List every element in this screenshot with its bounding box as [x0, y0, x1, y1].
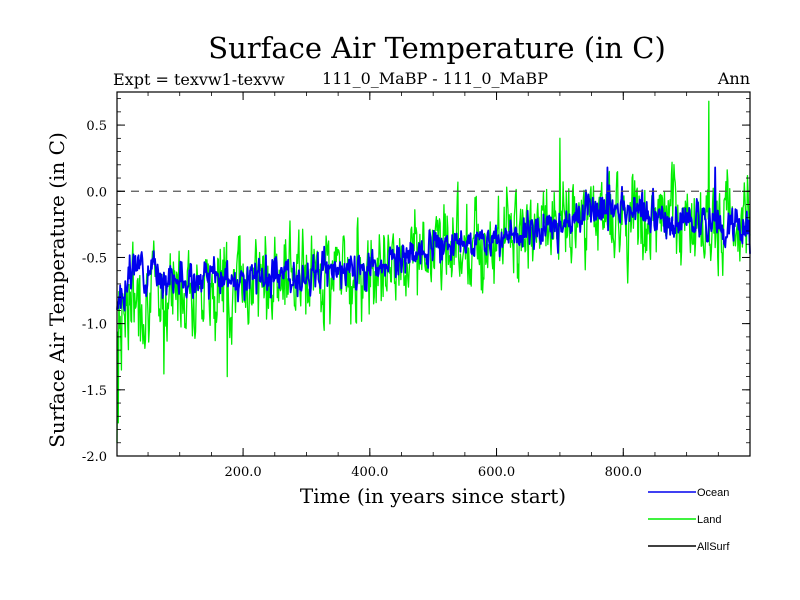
x-tick-label: 800.0 — [605, 465, 642, 480]
chart-subtitle-center: 111_0_MaBP - 111_0_MaBP — [322, 69, 548, 88]
y-tick-label: -0.5 — [82, 251, 107, 266]
x-tick-label: 600.0 — [478, 465, 515, 480]
x-tick-label: 400.0 — [351, 465, 388, 480]
plot-area: -2.0 -1.5 -1.0 -0.5 0.0 0.5 200.0 400.0 600.0 800… — [82, 91, 751, 480]
legend-label-allsurf: AllSurf — [697, 541, 730, 553]
ticks-layer: -2.0 -1.5 -1.0 -0.5 0.0 0.5 200.0 400.0 600.0 800… — [82, 92, 750, 480]
y-tick-label: -1.5 — [82, 384, 107, 399]
legend: Ocean Land AllSurf — [648, 487, 730, 553]
series-layer — [116, 100, 751, 443]
legend-label-ocean: Ocean — [697, 487, 729, 499]
x-tick-label: 200.0 — [224, 465, 261, 480]
series-line-ocean — [116, 166, 751, 312]
x-axis-label: Time (in years since start) — [300, 484, 566, 508]
chart-subtitle-right: Ann — [717, 69, 750, 88]
chart-title: Surface Air Temperature (in C) — [208, 31, 666, 65]
legend-label-land: Land — [697, 514, 721, 526]
y-axis-label: Surface Air Temperature (in C) — [45, 132, 69, 448]
chart-subtitle-left: Expt = texvw1-texvw — [113, 70, 285, 89]
y-tick-label: 0.0 — [86, 185, 107, 200]
y-tick-label: -2.0 — [82, 450, 107, 465]
y-tick-label: -1.0 — [82, 318, 107, 333]
y-tick-label: 0.5 — [86, 119, 107, 134]
